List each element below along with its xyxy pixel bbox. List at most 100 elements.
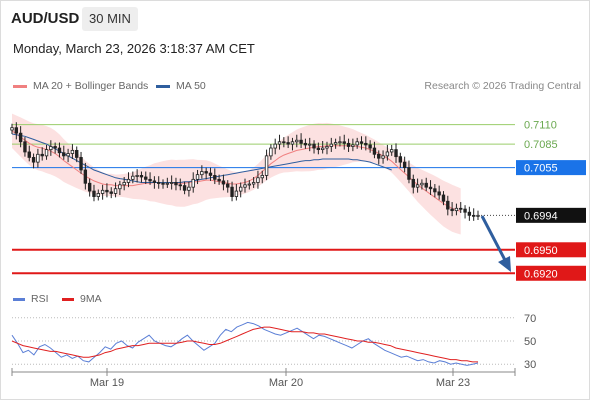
candle-body bbox=[290, 141, 295, 145]
candle-body bbox=[226, 183, 230, 188]
candle-body bbox=[463, 208, 467, 213]
rsi-tick-label: 50 bbox=[524, 336, 536, 348]
candle-body bbox=[264, 155, 269, 176]
candle-body bbox=[333, 142, 338, 145]
candle-body bbox=[394, 149, 398, 158]
candle-body bbox=[96, 193, 100, 197]
candle-body bbox=[346, 142, 351, 147]
support-label: 0.6950 bbox=[524, 245, 558, 257]
candle-body bbox=[476, 214, 480, 217]
candle-body bbox=[126, 178, 131, 183]
x-tick-label: Mar 23 bbox=[436, 377, 470, 389]
candle-body bbox=[238, 186, 243, 192]
legend-9ma: 9MA bbox=[62, 293, 102, 305]
pivot-label-box bbox=[516, 160, 586, 176]
candle-body bbox=[273, 143, 277, 149]
candle-body bbox=[105, 189, 109, 193]
candle-body bbox=[325, 146, 329, 149]
pivot-label: 0.7055 bbox=[524, 163, 558, 175]
candle-body bbox=[295, 139, 299, 143]
candle-body bbox=[152, 180, 157, 183]
candle-body bbox=[195, 174, 200, 180]
candle-body bbox=[174, 182, 178, 186]
rsi-line bbox=[11, 321, 479, 366]
candle-body bbox=[329, 143, 333, 147]
candle-body bbox=[381, 155, 385, 159]
candle-body bbox=[454, 207, 459, 212]
symbol-label: AUD/USD bbox=[11, 10, 80, 27]
candle-body bbox=[351, 144, 355, 147]
candle-body bbox=[247, 183, 252, 186]
candle-body bbox=[36, 153, 40, 163]
legend-rsi-label: RSI bbox=[31, 293, 49, 305]
resistance-label: 0.7085 bbox=[524, 139, 558, 151]
candle-body bbox=[70, 149, 75, 154]
candle-body bbox=[411, 178, 415, 188]
candle-body bbox=[66, 153, 70, 157]
candle-body bbox=[122, 182, 126, 186]
candle-body bbox=[424, 182, 428, 188]
candle-body bbox=[303, 142, 308, 146]
candle-body bbox=[308, 143, 312, 146]
candle-body bbox=[428, 186, 433, 190]
candle-body bbox=[161, 182, 165, 185]
candle-body bbox=[204, 171, 208, 174]
last-price-box bbox=[516, 207, 586, 223]
candle-body bbox=[139, 175, 144, 178]
candle-body bbox=[27, 151, 31, 158]
candle-body bbox=[44, 149, 49, 157]
legend-ma50: MA 50 bbox=[156, 80, 206, 92]
candle-body bbox=[277, 141, 282, 145]
legend-ma50-label: MA 50 bbox=[176, 80, 206, 92]
candle-body bbox=[446, 200, 450, 210]
candle-body bbox=[148, 178, 152, 182]
candle-body bbox=[230, 186, 234, 197]
candle-body bbox=[312, 143, 316, 149]
legend-ma20: MA 20 + Bollinger Bands bbox=[13, 80, 148, 92]
candle-body bbox=[157, 182, 161, 184]
candle-body bbox=[459, 207, 463, 210]
candle-body bbox=[165, 182, 170, 185]
candle-body bbox=[338, 141, 342, 144]
candle-body bbox=[377, 153, 381, 159]
x-tick-label: Mar 19 bbox=[90, 377, 124, 389]
legend-9ma-swatch bbox=[62, 297, 74, 301]
candle-body bbox=[355, 141, 359, 146]
candle-body bbox=[372, 147, 377, 155]
candle-body bbox=[433, 188, 437, 193]
forecast-arrow-line bbox=[480, 215, 508, 263]
candle-body bbox=[234, 190, 239, 197]
bollinger-band bbox=[12, 113, 461, 235]
legend-rsi: RSI bbox=[13, 293, 49, 305]
candle-body bbox=[221, 180, 226, 185]
timeframe-button[interactable]: 30 MIN bbox=[82, 7, 138, 31]
candle-body bbox=[23, 141, 27, 153]
candle-body bbox=[320, 147, 325, 151]
candle-body bbox=[53, 146, 57, 149]
candle-body bbox=[269, 147, 273, 157]
candle-body bbox=[18, 132, 23, 143]
candle-body bbox=[251, 182, 256, 185]
x-tick-label: Mar 20 bbox=[269, 377, 303, 389]
candle-body bbox=[14, 127, 19, 134]
legend-rsi-swatch bbox=[13, 297, 25, 301]
candle-body bbox=[217, 178, 221, 182]
support-label: 0.6920 bbox=[524, 268, 558, 280]
candle-body bbox=[286, 142, 290, 145]
candle-body bbox=[100, 189, 105, 194]
candle-body bbox=[368, 144, 372, 149]
forecast-arrow-head bbox=[498, 256, 511, 272]
candle-body bbox=[113, 188, 118, 194]
legend-9ma-label: 9MA bbox=[80, 293, 102, 305]
candle-body bbox=[342, 141, 346, 144]
candle-body bbox=[467, 211, 472, 216]
chart-header: AUD/USD 30 MIN bbox=[0, 0, 590, 38]
candle-body bbox=[10, 127, 14, 131]
candle-body bbox=[437, 191, 441, 196]
candle-body bbox=[135, 175, 139, 177]
candle-body bbox=[178, 184, 182, 187]
legend-ma50-swatch bbox=[156, 84, 170, 88]
candle-body bbox=[87, 182, 92, 192]
candle-body bbox=[471, 214, 476, 217]
